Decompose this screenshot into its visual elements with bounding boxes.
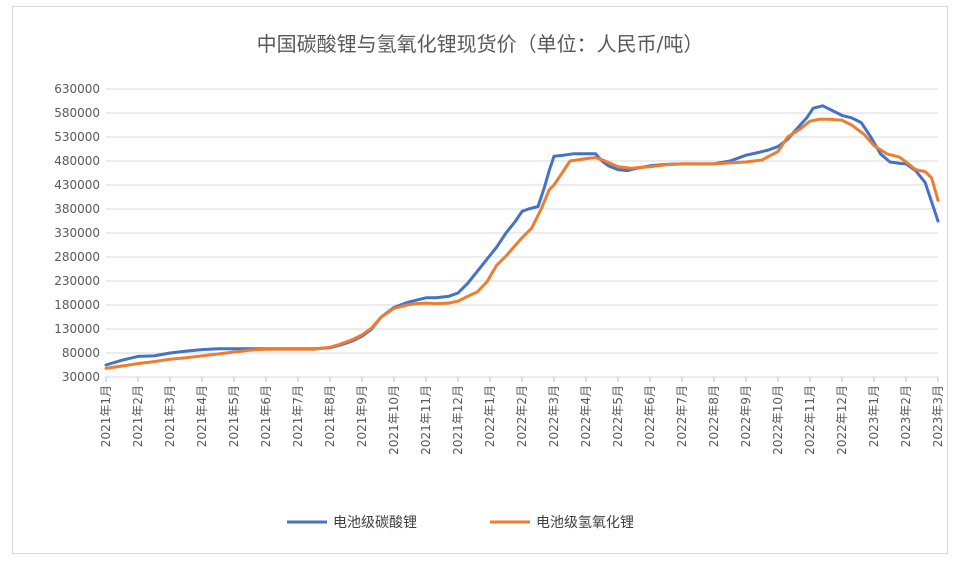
x-axis-ticks: 2021年1月 2021年2月 2021年3月 2021年4月 2021年5月 2021年… [99, 377, 945, 455]
y-tick-label: 180000 [54, 298, 100, 312]
y-tick-label: 630000 [54, 82, 100, 96]
x-tick-label: 2023年1月 [867, 385, 881, 447]
x-tick-label: 2021年3月 [163, 385, 177, 447]
legend: 电池级碳酸锂 电池级氢氧化锂 [287, 515, 634, 531]
y-tick-label: 330000 [54, 226, 100, 240]
x-tick-label: 2021年12月 [451, 385, 465, 455]
y-tick-label: 580000 [54, 106, 100, 120]
x-tick-label: 2021年2月 [131, 385, 145, 447]
x-tick-label: 2022年11月 [803, 385, 817, 455]
series-lines [104, 104, 940, 370]
x-tick-label: 2022年6月 [643, 385, 657, 447]
x-tick-label: 2022年7月 [675, 385, 689, 447]
x-tick-label: 2023年2月 [899, 385, 913, 447]
x-tick-label: 2021年9月 [355, 385, 369, 447]
y-tick-label: 480000 [54, 154, 100, 168]
x-tick-label: 2022年5月 [611, 385, 625, 447]
x-tick-label: 2021年10月 [387, 385, 401, 455]
x-tick-label: 2021年7月 [291, 385, 305, 447]
x-tick-label: 2021年6月 [259, 385, 273, 447]
chart-title: 中国碳酸锂与氢氧化锂现货价（单位：人民币/吨） [256, 32, 704, 56]
y-tick-label: 230000 [54, 274, 100, 288]
series-line-1 [104, 104, 940, 367]
y-tick-label: 380000 [54, 202, 100, 216]
x-tick-label: 2022年10月 [771, 385, 785, 455]
y-tick-label: 430000 [54, 178, 100, 192]
x-tick-label: 2021年8月 [323, 385, 337, 447]
x-tick-label: 2021年5月 [227, 385, 241, 447]
gridlines [106, 88, 938, 378]
legend-label: 电池级氢氧化锂 [536, 515, 634, 531]
x-tick-label: 2022年1月 [483, 385, 497, 447]
y-tick-label: 530000 [54, 130, 100, 144]
x-tick-label: 2022年8月 [707, 385, 721, 447]
x-tick-label: 2022年3月 [547, 385, 561, 447]
x-tick-label: 2021年4月 [195, 385, 209, 447]
x-tick-label: 2023年3月 [931, 385, 945, 447]
x-tick-label: 2022年2月 [515, 385, 529, 447]
y-tick-label: 130000 [54, 322, 100, 336]
x-tick-label: 2022年9月 [739, 385, 753, 447]
x-tick-label: 2022年4月 [579, 385, 593, 447]
y-tick-label: 280000 [54, 250, 100, 264]
legend-label: 电池级碳酸锂 [333, 515, 417, 531]
x-tick-label: 2021年1月 [99, 385, 113, 447]
y-tick-label: 80000 [62, 346, 100, 360]
y-axis-ticks: 30000 80000 130000 180000 230000 280000 330000… [54, 82, 100, 384]
series-line-2 [104, 117, 940, 370]
chart-frame [12, 6, 948, 554]
x-tick-label: 2021年11月 [419, 385, 433, 455]
x-tick-label: 2022年12月 [835, 385, 849, 455]
y-tick-label: 30000 [62, 370, 100, 384]
